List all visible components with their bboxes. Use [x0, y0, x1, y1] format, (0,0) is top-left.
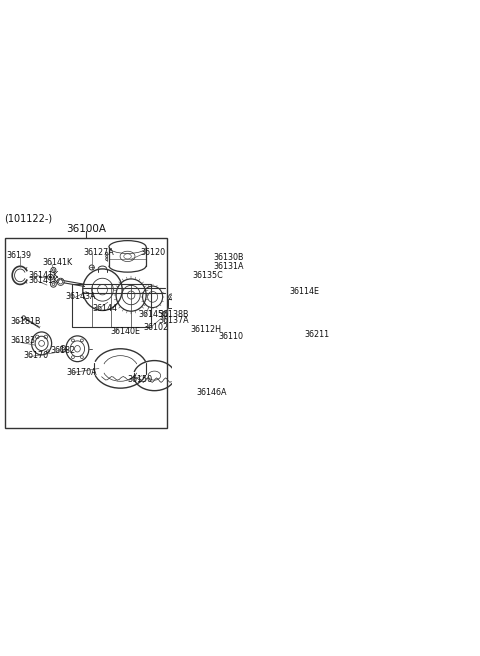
Text: 36146A: 36146A [197, 388, 227, 397]
Text: 36140E: 36140E [110, 327, 140, 336]
Text: 36110: 36110 [219, 332, 244, 340]
Bar [200, 258, 214, 270]
Text: 36170: 36170 [24, 352, 49, 360]
Text: 36144: 36144 [93, 304, 118, 313]
Text: 36183: 36183 [11, 337, 36, 346]
Text: 36139: 36139 [7, 251, 32, 260]
Text: 36131A: 36131A [213, 262, 244, 271]
Text: 36150: 36150 [128, 375, 153, 384]
Text: 36137A: 36137A [158, 316, 189, 325]
Text: 36141K: 36141K [28, 270, 59, 279]
Text: 36138B: 36138B [158, 310, 189, 319]
Text: 36181B: 36181B [11, 318, 41, 327]
Text: 36112H: 36112H [190, 325, 221, 333]
Bar [5, 237, 168, 428]
Text: 36211: 36211 [304, 330, 329, 339]
Text: 36100A: 36100A [66, 224, 107, 234]
Text: 36170A: 36170A [67, 367, 97, 377]
Text: 36120: 36120 [140, 247, 165, 256]
Text: 36141K: 36141K [43, 258, 73, 266]
Text: 36145: 36145 [139, 310, 164, 319]
Text: 36182: 36182 [50, 346, 76, 355]
Text: 36141K: 36141K [28, 276, 59, 285]
Text: (101122-): (101122-) [4, 213, 52, 223]
Text: 36127A: 36127A [84, 247, 114, 256]
Text: 36102: 36102 [144, 323, 169, 333]
Bar [168, 298, 181, 308]
Text: 36130B: 36130B [213, 253, 244, 262]
Text: 36143A: 36143A [66, 293, 96, 301]
Text: 36114E: 36114E [290, 287, 320, 296]
Bar [200, 272, 214, 283]
Text: 36135C: 36135C [192, 271, 223, 280]
Bar [72, 284, 151, 327]
